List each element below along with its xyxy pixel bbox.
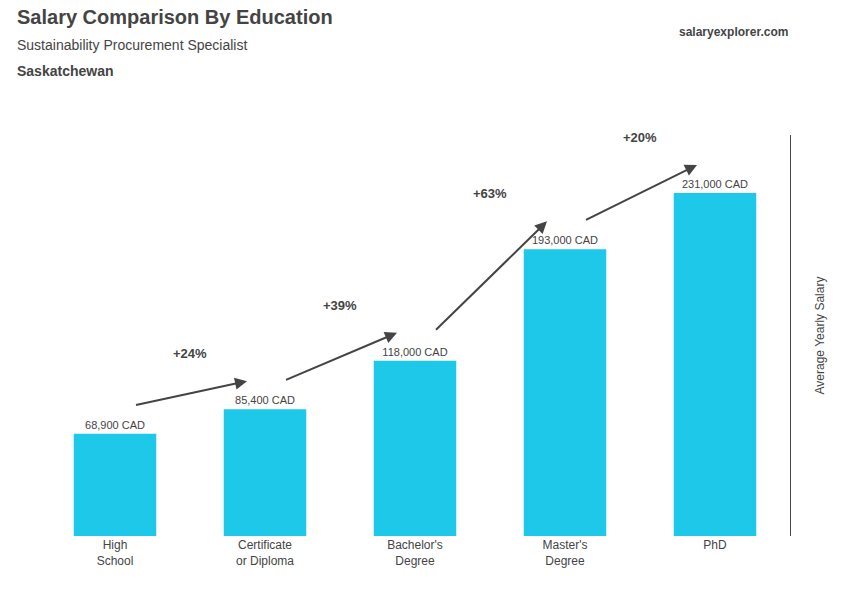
- svg-text:HighSchool: HighSchool: [97, 538, 134, 568]
- svg-text:231,000 CAD: 231,000 CAD: [682, 178, 748, 190]
- svg-text:68,900 CAD: 68,900 CAD: [85, 419, 145, 431]
- svg-text:Salary Comparison By Education: Salary Comparison By EducationSustainabi…: [17, 6, 333, 79]
- svg-text:118,000 CAD: 118,000 CAD: [382, 346, 447, 358]
- svg-text:Bachelor'sDegree: Bachelor'sDegree: [387, 538, 443, 568]
- svg-text:Certificateor Diploma: Certificateor Diploma: [236, 538, 294, 568]
- svg-text:Master'sDegree: Master'sDegree: [543, 538, 588, 568]
- svg-text:193,000 CAD: 193,000 CAD: [532, 234, 598, 246]
- svg-text:+24%: +24%: [173, 346, 207, 361]
- svg-text:PhD: PhD: [703, 538, 727, 552]
- svg-text:+39%: +39%: [323, 298, 357, 313]
- svg-text:85,400 CAD: 85,400 CAD: [235, 394, 295, 406]
- svg-text:salaryexplorer.com: salaryexplorer.com: [679, 25, 788, 39]
- svg-text:+63%: +63%: [473, 186, 507, 201]
- svg-text:+20%: +20%: [623, 130, 657, 145]
- svg-text:Average Yearly Salary: Average Yearly Salary: [813, 277, 827, 395]
